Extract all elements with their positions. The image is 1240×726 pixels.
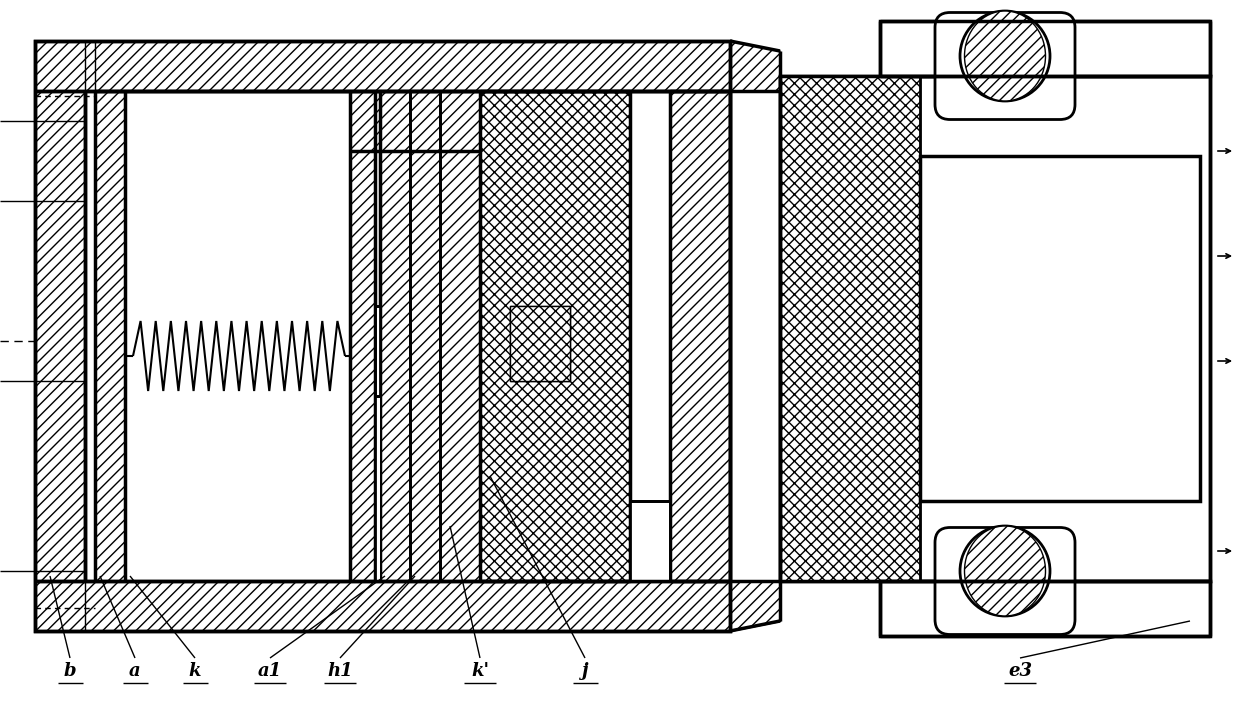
- Text: k: k: [188, 662, 201, 680]
- Bar: [920, 156, 1200, 501]
- Ellipse shape: [965, 526, 1045, 616]
- Bar: [379, 91, 410, 581]
- Bar: [780, 76, 1210, 581]
- Circle shape: [960, 11, 1050, 101]
- FancyBboxPatch shape: [935, 12, 1075, 120]
- Bar: [35, 581, 730, 631]
- Bar: [780, 76, 1210, 581]
- Text: h1: h1: [327, 662, 353, 680]
- Bar: [670, 91, 730, 581]
- Bar: [410, 91, 440, 581]
- Bar: [95, 91, 125, 581]
- Ellipse shape: [965, 11, 1045, 101]
- Bar: [374, 396, 379, 581]
- Text: k': k': [471, 662, 489, 680]
- Bar: [510, 306, 570, 381]
- Circle shape: [960, 526, 1050, 616]
- Bar: [440, 91, 480, 581]
- Polygon shape: [730, 41, 780, 91]
- Text: j: j: [582, 662, 588, 680]
- Bar: [350, 91, 480, 151]
- Text: e3: e3: [1008, 662, 1032, 680]
- Bar: [35, 41, 730, 631]
- Bar: [35, 41, 730, 631]
- FancyBboxPatch shape: [935, 528, 1075, 635]
- Bar: [630, 501, 670, 581]
- Bar: [480, 91, 630, 581]
- Text: a: a: [129, 662, 141, 680]
- Bar: [35, 41, 86, 631]
- Bar: [35, 41, 730, 91]
- Bar: [780, 76, 920, 581]
- Bar: [510, 306, 570, 381]
- Bar: [95, 41, 730, 91]
- Bar: [350, 91, 374, 581]
- Text: b: b: [63, 662, 77, 680]
- Bar: [880, 581, 1210, 636]
- Text: a1: a1: [258, 662, 281, 680]
- Bar: [125, 91, 391, 581]
- Bar: [880, 21, 1210, 76]
- Bar: [125, 91, 350, 581]
- Bar: [374, 306, 379, 396]
- Polygon shape: [730, 581, 780, 631]
